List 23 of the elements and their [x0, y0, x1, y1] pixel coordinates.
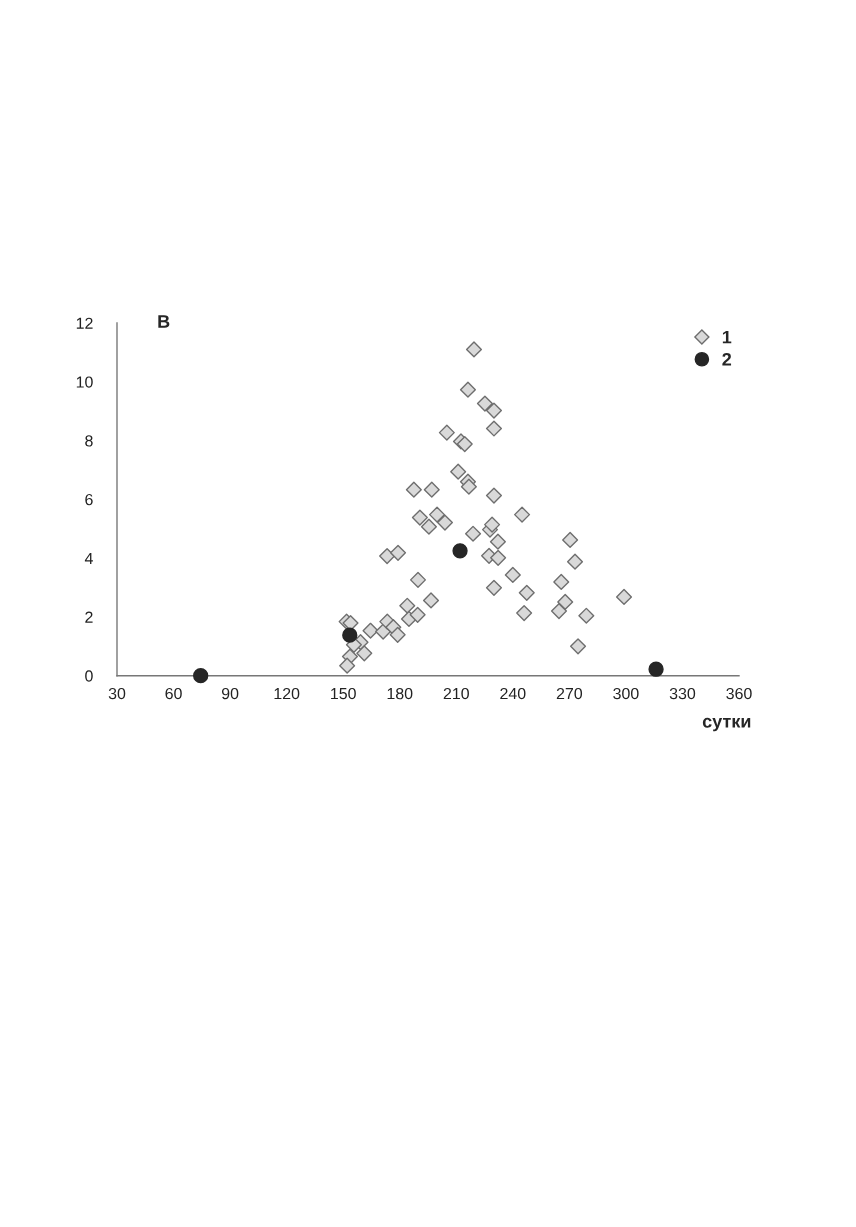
y-tick-label: 8	[85, 435, 93, 447]
legend-label: 2	[722, 352, 732, 366]
y-tick-label: 12	[76, 317, 93, 329]
y-tick-label: 2	[85, 611, 93, 623]
y-tick-label: 0	[85, 670, 93, 682]
x-tick-label: 120	[274, 687, 300, 700]
x-tick-label: 30	[108, 687, 126, 700]
y-tick-label: 6	[85, 493, 93, 506]
x-tick-label: 360	[726, 687, 752, 700]
x-tick-label: 330	[669, 687, 696, 700]
y-tick-label: 10	[76, 376, 93, 388]
x-tick-label: 300	[613, 687, 639, 700]
x-tick-label: 240	[500, 687, 526, 700]
x-tick-label: 90	[221, 687, 239, 700]
x-tick-label: 150	[331, 687, 356, 700]
x-tick-label: 180	[387, 687, 413, 700]
legend-label: 1	[722, 330, 732, 344]
x-axis-title: сутки	[702, 717, 751, 732]
x-tick-label: 270	[556, 687, 583, 700]
x-tick-label: 60	[165, 687, 182, 700]
y-tick-label: 4	[84, 552, 93, 564]
x-tick-label: 210	[443, 687, 469, 700]
chart-title: В	[158, 315, 170, 328]
